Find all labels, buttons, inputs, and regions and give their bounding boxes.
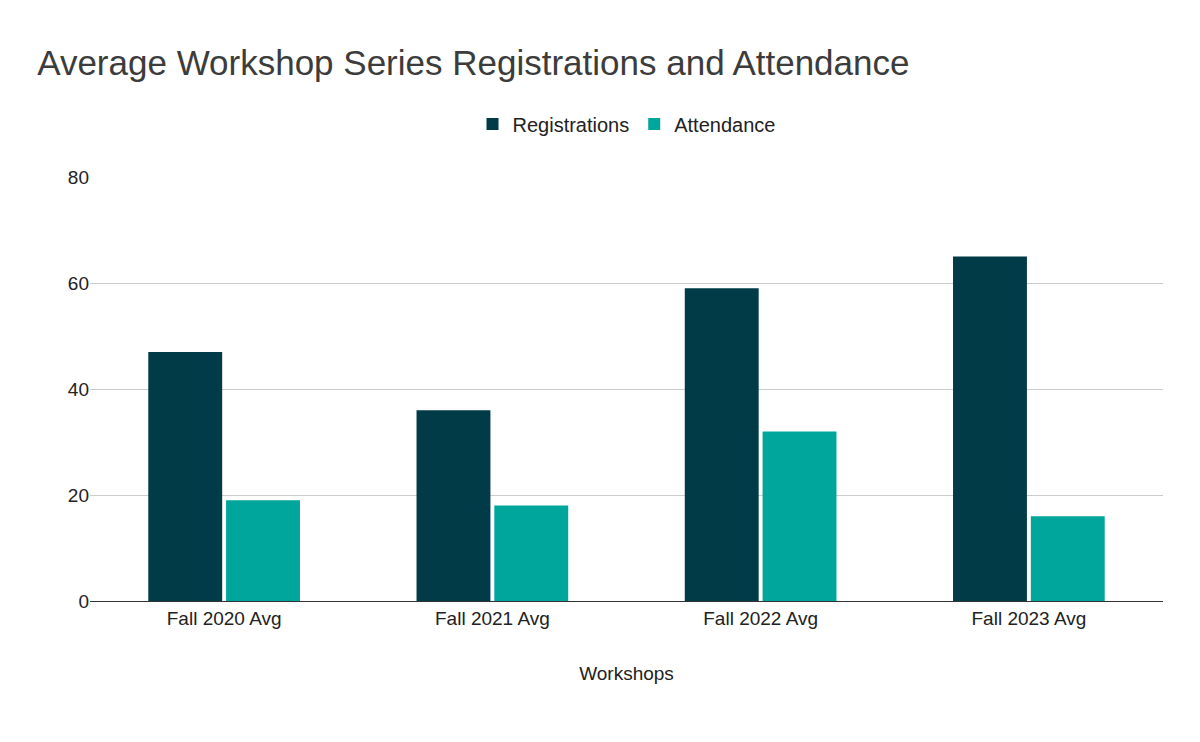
svg-text:60: 60 <box>68 273 89 294</box>
svg-text:Registrations: Registrations <box>513 114 630 136</box>
svg-text:Workshops: Workshops <box>579 663 674 684</box>
svg-text:0: 0 <box>78 591 89 612</box>
svg-text:Fall 2020 Avg: Fall 2020 Avg <box>167 608 282 629</box>
svg-text:Attendance: Attendance <box>674 114 775 136</box>
svg-text:20: 20 <box>68 485 89 506</box>
svg-text:80: 80 <box>68 167 89 188</box>
svg-text:Fall 2021 Avg: Fall 2021 Avg <box>435 608 550 629</box>
svg-text:Average Workshop Series Regist: Average Workshop Series Registrations an… <box>37 43 909 82</box>
svg-text:40: 40 <box>68 379 89 400</box>
svg-text:Fall 2023 Avg: Fall 2023 Avg <box>971 608 1086 629</box>
svg-text:Fall 2022 Avg: Fall 2022 Avg <box>703 608 818 629</box>
